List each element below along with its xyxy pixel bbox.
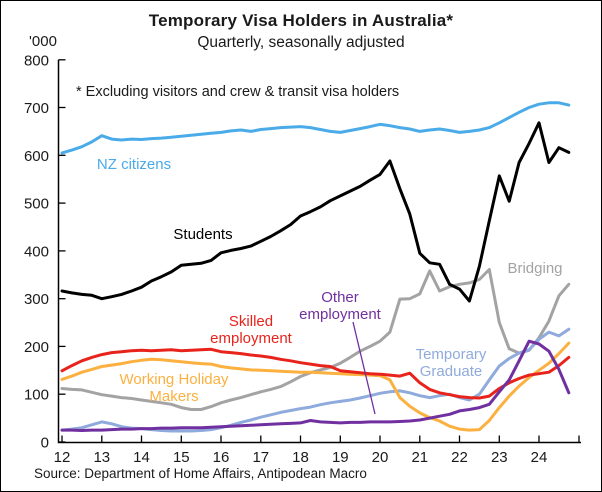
x-tick-label: 22 xyxy=(451,449,468,466)
chart-title: Temporary Visa Holders in Australia* xyxy=(148,11,454,30)
y-tick-label: 300 xyxy=(24,291,49,308)
series-line-skilled-employment xyxy=(60,347,571,400)
y-tick-label: 200 xyxy=(24,339,49,356)
series-line-nz-citizens xyxy=(60,101,571,155)
y-tick-label: 800 xyxy=(24,52,49,69)
series-label-other-employment: Other employment xyxy=(299,289,381,323)
x-tick-label: 18 xyxy=(292,449,309,466)
series-label-temporary-graduate: Temporary Graduate xyxy=(415,346,487,380)
series-line-other-employment xyxy=(60,339,571,432)
x-tick-label: 24 xyxy=(531,449,548,466)
x-tick-label: 19 xyxy=(332,449,349,466)
x-tick-label: 13 xyxy=(93,449,110,466)
other-employment-pointer-line xyxy=(352,321,376,415)
series-line-working-holiday-makers xyxy=(60,341,571,432)
series-label-students: Students xyxy=(173,226,233,243)
series-label-nz-citizens: NZ citizens xyxy=(96,156,172,173)
y-tick-label: 700 xyxy=(24,100,49,117)
series-line-students xyxy=(60,121,571,303)
y-tick-label: 500 xyxy=(24,196,49,213)
x-tick-label: 14 xyxy=(133,449,150,466)
y-tick-label: 600 xyxy=(24,148,49,165)
series-label-working-holiday-makers: Working Holiday Makers xyxy=(119,371,229,405)
source-note: Source: Department of Home Affairs, Anti… xyxy=(34,466,367,481)
x-tick-label: 20 xyxy=(372,449,389,466)
series-label-bridging: Bridging xyxy=(507,260,563,277)
y-tick-label: 400 xyxy=(24,243,49,260)
x-tick-label: 12 xyxy=(54,449,71,466)
x-tick-label: 15 xyxy=(173,449,190,466)
chart-subtitle: Quarterly, seasonally adjusted xyxy=(197,34,405,51)
x-tick-label: 16 xyxy=(213,449,230,466)
x-tick-label: 23 xyxy=(491,449,508,466)
x-tick-label: 17 xyxy=(252,449,269,466)
chart-footnote: * Excluding visitors and crew & transit … xyxy=(76,84,400,100)
x-tick-label: 21 xyxy=(411,449,428,466)
y-tick-label: 0 xyxy=(41,435,49,452)
series-label-skilled-employment: Skilled employment xyxy=(210,313,292,347)
y-tick-label: 100 xyxy=(24,387,49,404)
y-axis-units-label: '000 xyxy=(29,33,57,50)
